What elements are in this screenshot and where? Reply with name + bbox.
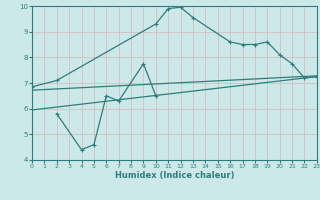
X-axis label: Humidex (Indice chaleur): Humidex (Indice chaleur) [115,171,234,180]
